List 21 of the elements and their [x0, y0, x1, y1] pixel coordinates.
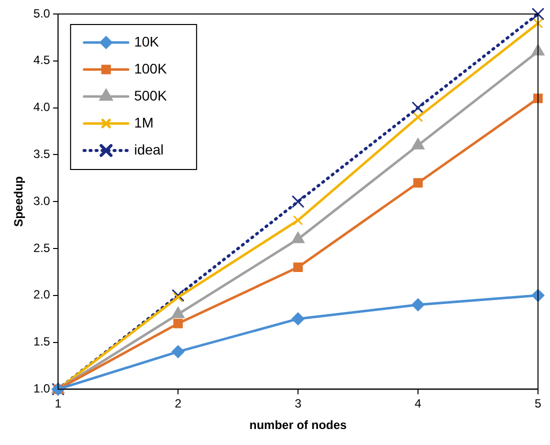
y-tick-label: 2.5: [33, 240, 50, 255]
y-tick-label: 3.0: [33, 194, 50, 208]
legend-label: 500K: [134, 87, 168, 104]
x-tick-label: 1: [54, 396, 62, 411]
y-tick-label: 2.0: [33, 288, 50, 302]
y-tick-label: 1.5: [33, 334, 50, 349]
y-tick-label: 4.5: [33, 53, 50, 68]
y-tick-label: 3.5: [33, 147, 50, 162]
y-tick-label: 4.0: [33, 100, 50, 114]
y-axis-title: Speedup: [12, 176, 26, 227]
legend-label: 100K: [134, 60, 168, 76]
legend-label: ideal: [134, 141, 164, 158]
x-tick-label: 5: [534, 396, 542, 411]
x-tick-label: 2: [174, 396, 182, 411]
x-tick-label: 4: [414, 396, 422, 411]
x-axis-title: number of nodes: [249, 418, 348, 432]
legend-label: 1M: [134, 114, 154, 130]
legend-label: 10K: [134, 33, 160, 50]
y-tick-label: 5.0: [33, 6, 50, 20]
x-tick-label: 3: [294, 396, 302, 411]
y-tick-label: 1.0: [33, 382, 50, 396]
